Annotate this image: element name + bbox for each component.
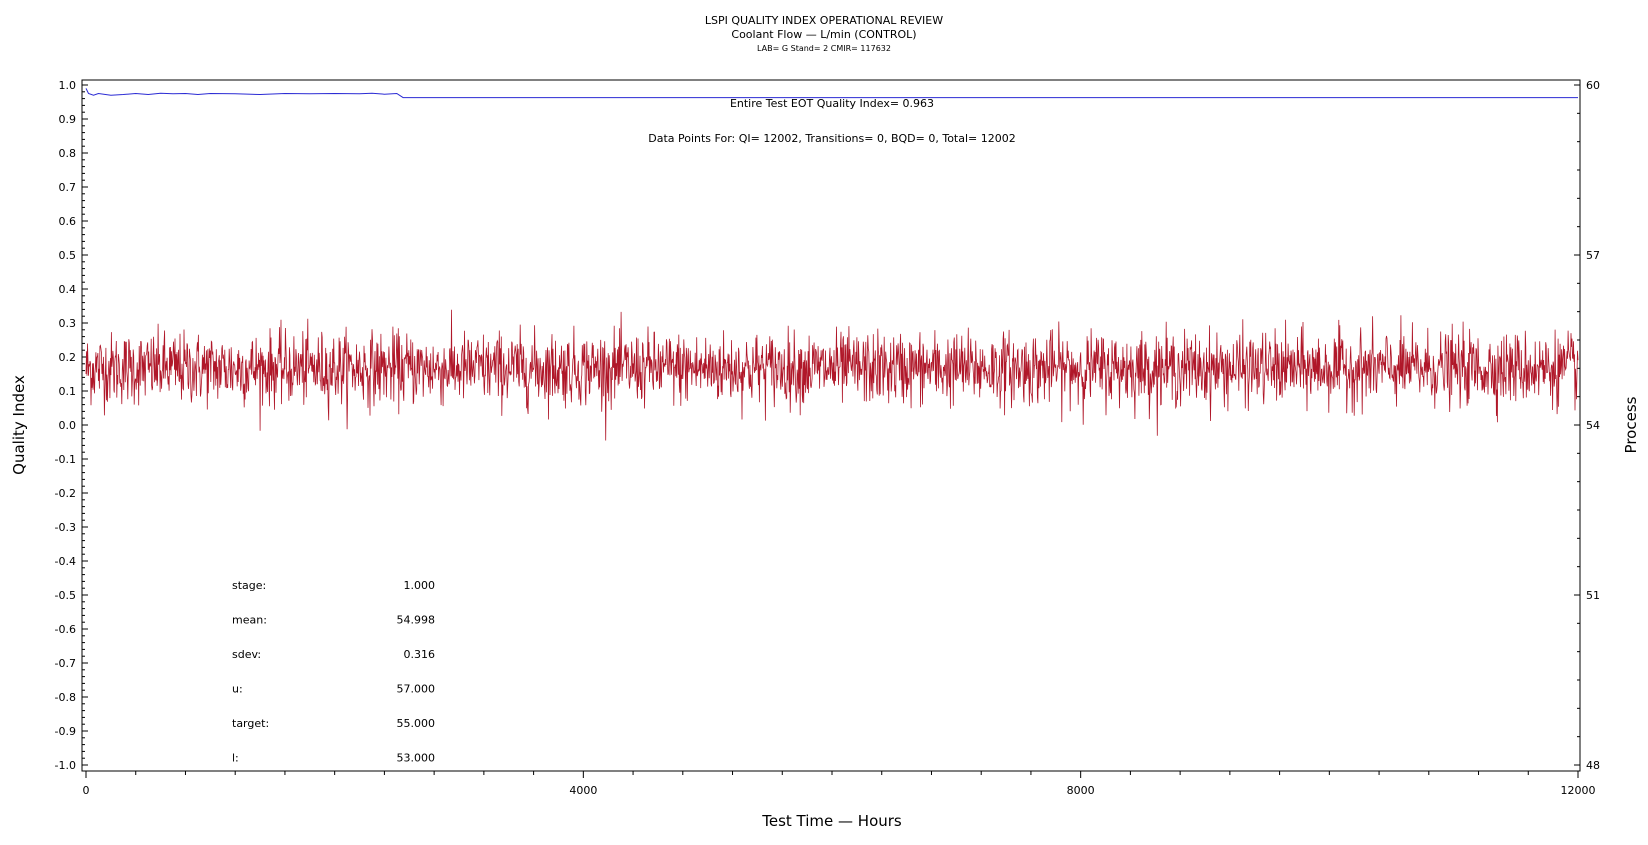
y2-tick-label: 60 xyxy=(1586,79,1600,92)
y-tick-label: 0.1 xyxy=(59,385,77,398)
stat-label: mean: xyxy=(232,614,267,627)
stats-block: stage: 1.000 mean: 54.998 sdev: 0.316 u: 57.000… xyxy=(232,579,435,765)
y-tick-label: -0.3 xyxy=(55,521,76,534)
x-tick-label: 4000 xyxy=(569,784,597,797)
y-tick-label: -0.8 xyxy=(55,691,76,704)
chart-subtitle: Coolant Flow — L/min (CONTROL) xyxy=(731,28,917,41)
y-tick-label: -0.7 xyxy=(55,657,76,670)
chart-subtitle-lab: LAB= G Stand= 2 CMIR= 117632 xyxy=(757,44,891,53)
stat-label: u: xyxy=(232,683,243,696)
stat-label: stage: xyxy=(232,579,266,592)
y-tick-label: -0.6 xyxy=(55,623,76,636)
y-tick-label: 0.8 xyxy=(59,147,77,160)
eot-annotation: Entire Test EOT Quality Index= 0.963 xyxy=(730,97,934,110)
y-tick-label: 0.9 xyxy=(59,113,77,126)
stat-label: sdev: xyxy=(232,648,261,661)
y-tick-label: -0.4 xyxy=(55,555,76,568)
y2-tick-label: 48 xyxy=(1586,759,1600,772)
y-tick-label: 1.0 xyxy=(59,79,77,92)
y-tick-label: -0.2 xyxy=(55,487,76,500)
stat-value: 55.000 xyxy=(397,717,436,730)
stat-value: 53.000 xyxy=(397,752,436,765)
y-tick-label: 0.4 xyxy=(59,283,77,296)
chart-title: LSPI QUALITY INDEX OPERATIONAL REVIEW xyxy=(704,14,944,27)
x-tick-label: 8000 xyxy=(1067,784,1095,797)
y2-tick-label: 54 xyxy=(1586,419,1600,432)
y-tick-label: -1.0 xyxy=(55,759,76,772)
y2-tick-label: 57 xyxy=(1586,249,1600,262)
plot-frame xyxy=(81,79,1581,772)
x-axis: 0 4000 8000 12000 xyxy=(83,771,1596,797)
y-tick-label: -0.1 xyxy=(55,453,76,466)
y2-tick-label: 51 xyxy=(1586,589,1600,602)
x-axis-title: Test Time — Hours xyxy=(761,812,902,830)
stat-value: 1.000 xyxy=(404,579,436,592)
stat-value: 57.000 xyxy=(397,683,436,696)
y-tick-label: -0.9 xyxy=(55,725,76,738)
x-tick-label: 12000 xyxy=(1561,784,1596,797)
y-tick-label: 0.3 xyxy=(59,317,77,330)
data-points-annotation: Data Points For: QI= 12002, Transitions=… xyxy=(648,132,1016,145)
y-tick-label: 0.0 xyxy=(59,419,77,432)
process-series xyxy=(85,309,1579,441)
y-tick-label: 0.6 xyxy=(59,215,77,228)
stat-value: 54.998 xyxy=(397,614,436,627)
y-tick-label: -0.5 xyxy=(55,589,76,602)
stat-label: target: xyxy=(232,717,269,730)
quality-index-line xyxy=(85,88,1578,99)
right-axis: 60 57 54 51 48 xyxy=(1574,79,1600,772)
y-tick-label: 0.5 xyxy=(59,249,77,262)
y2-axis-title: Process xyxy=(1622,396,1640,453)
y-tick-label: 0.7 xyxy=(59,181,77,194)
quality-index-series xyxy=(85,88,1578,99)
y-tick-label: 0.2 xyxy=(59,351,77,364)
stat-label: l: xyxy=(232,752,239,765)
process-line xyxy=(85,309,1579,441)
x-tick-label: 0 xyxy=(83,784,90,797)
stat-value: 0.316 xyxy=(404,648,436,661)
left-axis: 1.0 0.9 0.8 0.7 0.6 0.5 0.4 0.3 0.2 0.1 0.0 -0.1 -0.… xyxy=(55,79,88,772)
y-axis-title: Quality Index xyxy=(10,375,28,475)
